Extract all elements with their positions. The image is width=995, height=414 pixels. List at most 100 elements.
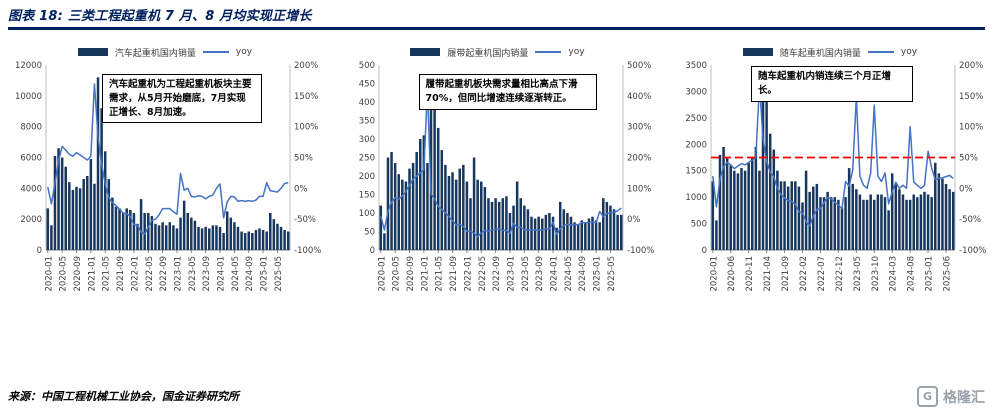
annotation-box: 随车起重机内销连续三个月正增长。 bbox=[751, 66, 913, 102]
y-right-tick: -50% bbox=[959, 215, 981, 225]
bar bbox=[862, 199, 865, 250]
bar bbox=[71, 189, 75, 251]
bar-legend-label: 履带起重机国内销量 bbox=[447, 48, 529, 59]
bar bbox=[286, 231, 290, 250]
bar bbox=[461, 164, 465, 250]
bar bbox=[161, 222, 164, 250]
bar bbox=[443, 164, 447, 250]
bar bbox=[590, 216, 594, 250]
truck-mounted-crane-chart: 0 500 1000 1500 2000 2500 3000 3500 -100% -50% 0% 5… bbox=[685, 61, 986, 292]
y-left-tick: 0 bbox=[702, 246, 707, 256]
bar bbox=[175, 228, 179, 250]
bar bbox=[93, 183, 96, 250]
bar bbox=[815, 183, 819, 250]
bar bbox=[407, 168, 411, 250]
bars bbox=[46, 77, 290, 251]
bar bbox=[103, 151, 107, 250]
x-tick-label: 2020-06 bbox=[727, 256, 737, 292]
bar bbox=[414, 151, 418, 250]
x-tick-label: 2022-07 bbox=[817, 256, 827, 292]
bar bbox=[822, 197, 826, 250]
bar-legend-label: 随车起重机国内销量 bbox=[779, 48, 861, 59]
bar bbox=[783, 181, 786, 250]
yoy-line-symbol bbox=[867, 51, 894, 53]
x-tick-label: 2021-09 bbox=[781, 256, 791, 292]
x-tick-label: 2025-01 bbox=[925, 256, 935, 292]
bar bbox=[829, 197, 833, 250]
bar bbox=[579, 220, 583, 250]
x-tick-label: 2020-01 bbox=[709, 256, 719, 292]
bar bbox=[587, 218, 590, 250]
x-tick-label: 2025-05 bbox=[606, 256, 616, 292]
figure-title: 图表 18: 三类工程起重机 7 月、8 月均实现正增长 bbox=[8, 9, 312, 24]
bar bbox=[948, 189, 951, 250]
bar bbox=[486, 198, 490, 250]
bar bbox=[96, 77, 100, 250]
bar bbox=[139, 199, 143, 251]
bar-legend-label: 汽车起重机国内销量 bbox=[114, 48, 196, 59]
bar bbox=[236, 226, 240, 251]
bar bbox=[533, 218, 536, 250]
bar bbox=[261, 229, 265, 250]
bar bbox=[601, 198, 605, 250]
bar bbox=[894, 183, 898, 250]
bar bbox=[450, 172, 454, 250]
y-right-tick: 300% bbox=[627, 123, 651, 133]
y-left-tick: 2500 bbox=[685, 114, 707, 124]
y-right-tick: 200% bbox=[294, 61, 318, 71]
bar bbox=[711, 181, 715, 250]
x-tick-label: 2020-09 bbox=[73, 256, 83, 292]
x-tick-label: 2023-10 bbox=[871, 256, 881, 292]
bar bbox=[136, 223, 139, 250]
bar bbox=[222, 233, 225, 250]
bar bbox=[454, 179, 457, 250]
bar bbox=[254, 229, 258, 250]
bar bbox=[558, 201, 561, 250]
bar bbox=[858, 194, 862, 250]
x-tick-label: 2023-09 bbox=[202, 256, 212, 292]
x-tick-label: 2021-01 bbox=[420, 256, 430, 292]
x-tick-label: 2024-09 bbox=[578, 256, 588, 292]
bar bbox=[400, 179, 404, 250]
bar bbox=[765, 102, 768, 250]
yoy-line bbox=[47, 83, 289, 235]
yoy-legend-label: yoy bbox=[900, 47, 918, 57]
bar bbox=[50, 225, 53, 250]
y-right-tick: 200% bbox=[959, 61, 983, 71]
y-left-tick: 500 bbox=[691, 220, 707, 230]
bar bbox=[768, 133, 772, 250]
bar bbox=[826, 191, 829, 250]
bar bbox=[790, 181, 793, 250]
bar bbox=[583, 222, 587, 250]
bar bbox=[808, 191, 811, 250]
bar bbox=[934, 162, 937, 250]
x-tick-label: 2022-01 bbox=[463, 256, 473, 292]
y-right-tick: 100% bbox=[294, 123, 318, 133]
legend: 汽车起重机国内销量 yoy bbox=[6, 44, 324, 60]
bar bbox=[440, 150, 443, 250]
bar bbox=[855, 189, 858, 250]
x-tick-label: 2022-01 bbox=[130, 256, 140, 292]
x-tick-label: 2022-05 bbox=[477, 256, 487, 292]
bar bbox=[743, 170, 747, 250]
bar bbox=[919, 194, 923, 250]
bar bbox=[536, 216, 540, 250]
x-tick-label: 2023-09 bbox=[535, 256, 545, 292]
x-tick-label: 2020-01 bbox=[377, 256, 387, 292]
bar bbox=[425, 163, 429, 250]
bar-legend-swatch bbox=[410, 48, 441, 56]
bar bbox=[265, 231, 268, 250]
x-tick-label: 2023-05 bbox=[520, 256, 530, 292]
y-right-tick: 200% bbox=[627, 154, 651, 164]
bar bbox=[758, 170, 761, 250]
gelonghui-logo-icon: G bbox=[917, 386, 938, 407]
bar bbox=[898, 189, 901, 250]
figure-header: 图表 18: 三类工程起重机 7 月、8 月均实现正增长 bbox=[0, 0, 995, 30]
x-tick-label: 2022-12 bbox=[835, 256, 845, 292]
bar bbox=[57, 148, 60, 250]
x-tick-label: 2022-05 bbox=[145, 256, 155, 292]
x-tick-label: 2024-05 bbox=[231, 256, 241, 292]
panel-crawler-crane: 履带起重机国内销量 yoy 0 50 100 150 200 250 300 350 400 45… bbox=[339, 44, 657, 312]
x-tick-label: 2024-01 bbox=[217, 256, 227, 292]
bar bbox=[143, 213, 146, 250]
